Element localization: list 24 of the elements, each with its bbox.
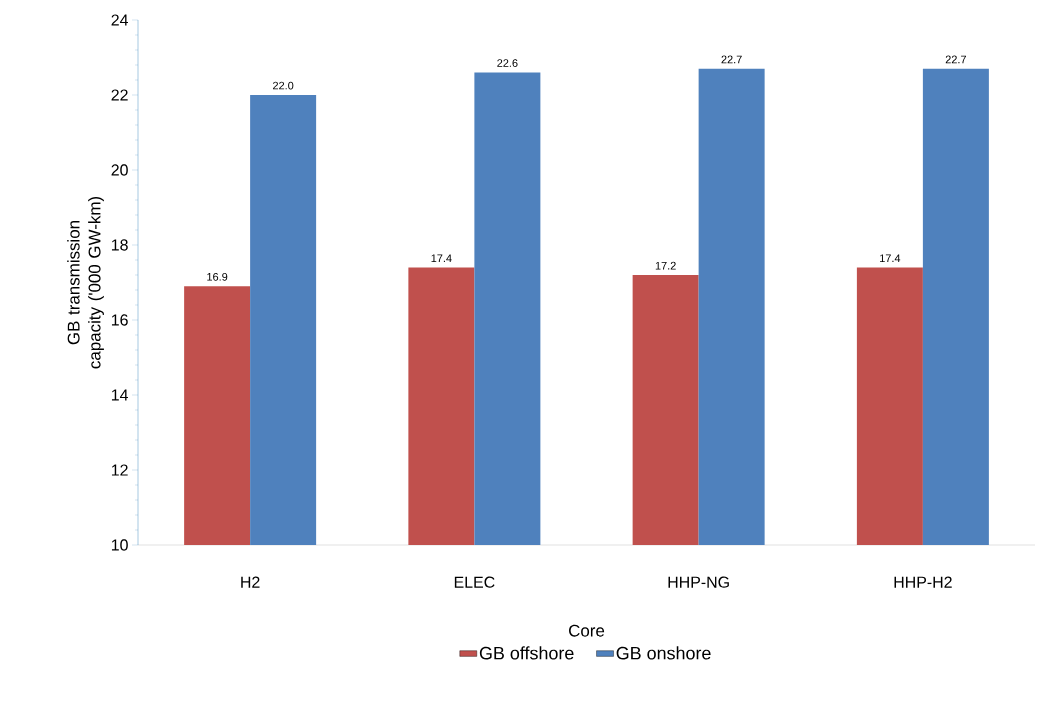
y-tick-label: 18 — [111, 239, 128, 251]
legend-label: GB offshore — [479, 646, 574, 660]
y-tick-label: 24 — [111, 14, 128, 26]
x-tick-label: HHP-NG — [668, 576, 729, 588]
data-label: 17.4 — [880, 254, 901, 262]
data-label: 22.0 — [273, 81, 294, 90]
x-axis-title: Core — [569, 624, 605, 637]
y-tick-label: 20 — [111, 164, 128, 176]
y-tick-label: 22 — [111, 89, 128, 101]
data-label: 22.6 — [497, 59, 518, 67]
x-tick-label: ELEC — [454, 576, 495, 588]
legend-label: GB onshore — [616, 646, 711, 660]
y-axis-title: GB transmission capacity ('000 GW-km) — [67, 196, 104, 369]
data-label: 17.4 — [431, 254, 452, 262]
y-tick-label: 14 — [111, 389, 128, 401]
y-tick-label: 10 — [111, 539, 128, 551]
data-label: 17.2 — [655, 261, 676, 270]
data-label: 22.7 — [945, 55, 966, 64]
x-tick-label: HHP-H2 — [894, 576, 952, 588]
data-label: 22.7 — [721, 55, 742, 64]
y-tick-label: 16 — [111, 314, 128, 326]
y-tick-label: 12 — [111, 464, 128, 476]
data-label: 16.9 — [207, 272, 228, 281]
x-tick-label: H2 — [241, 576, 260, 588]
